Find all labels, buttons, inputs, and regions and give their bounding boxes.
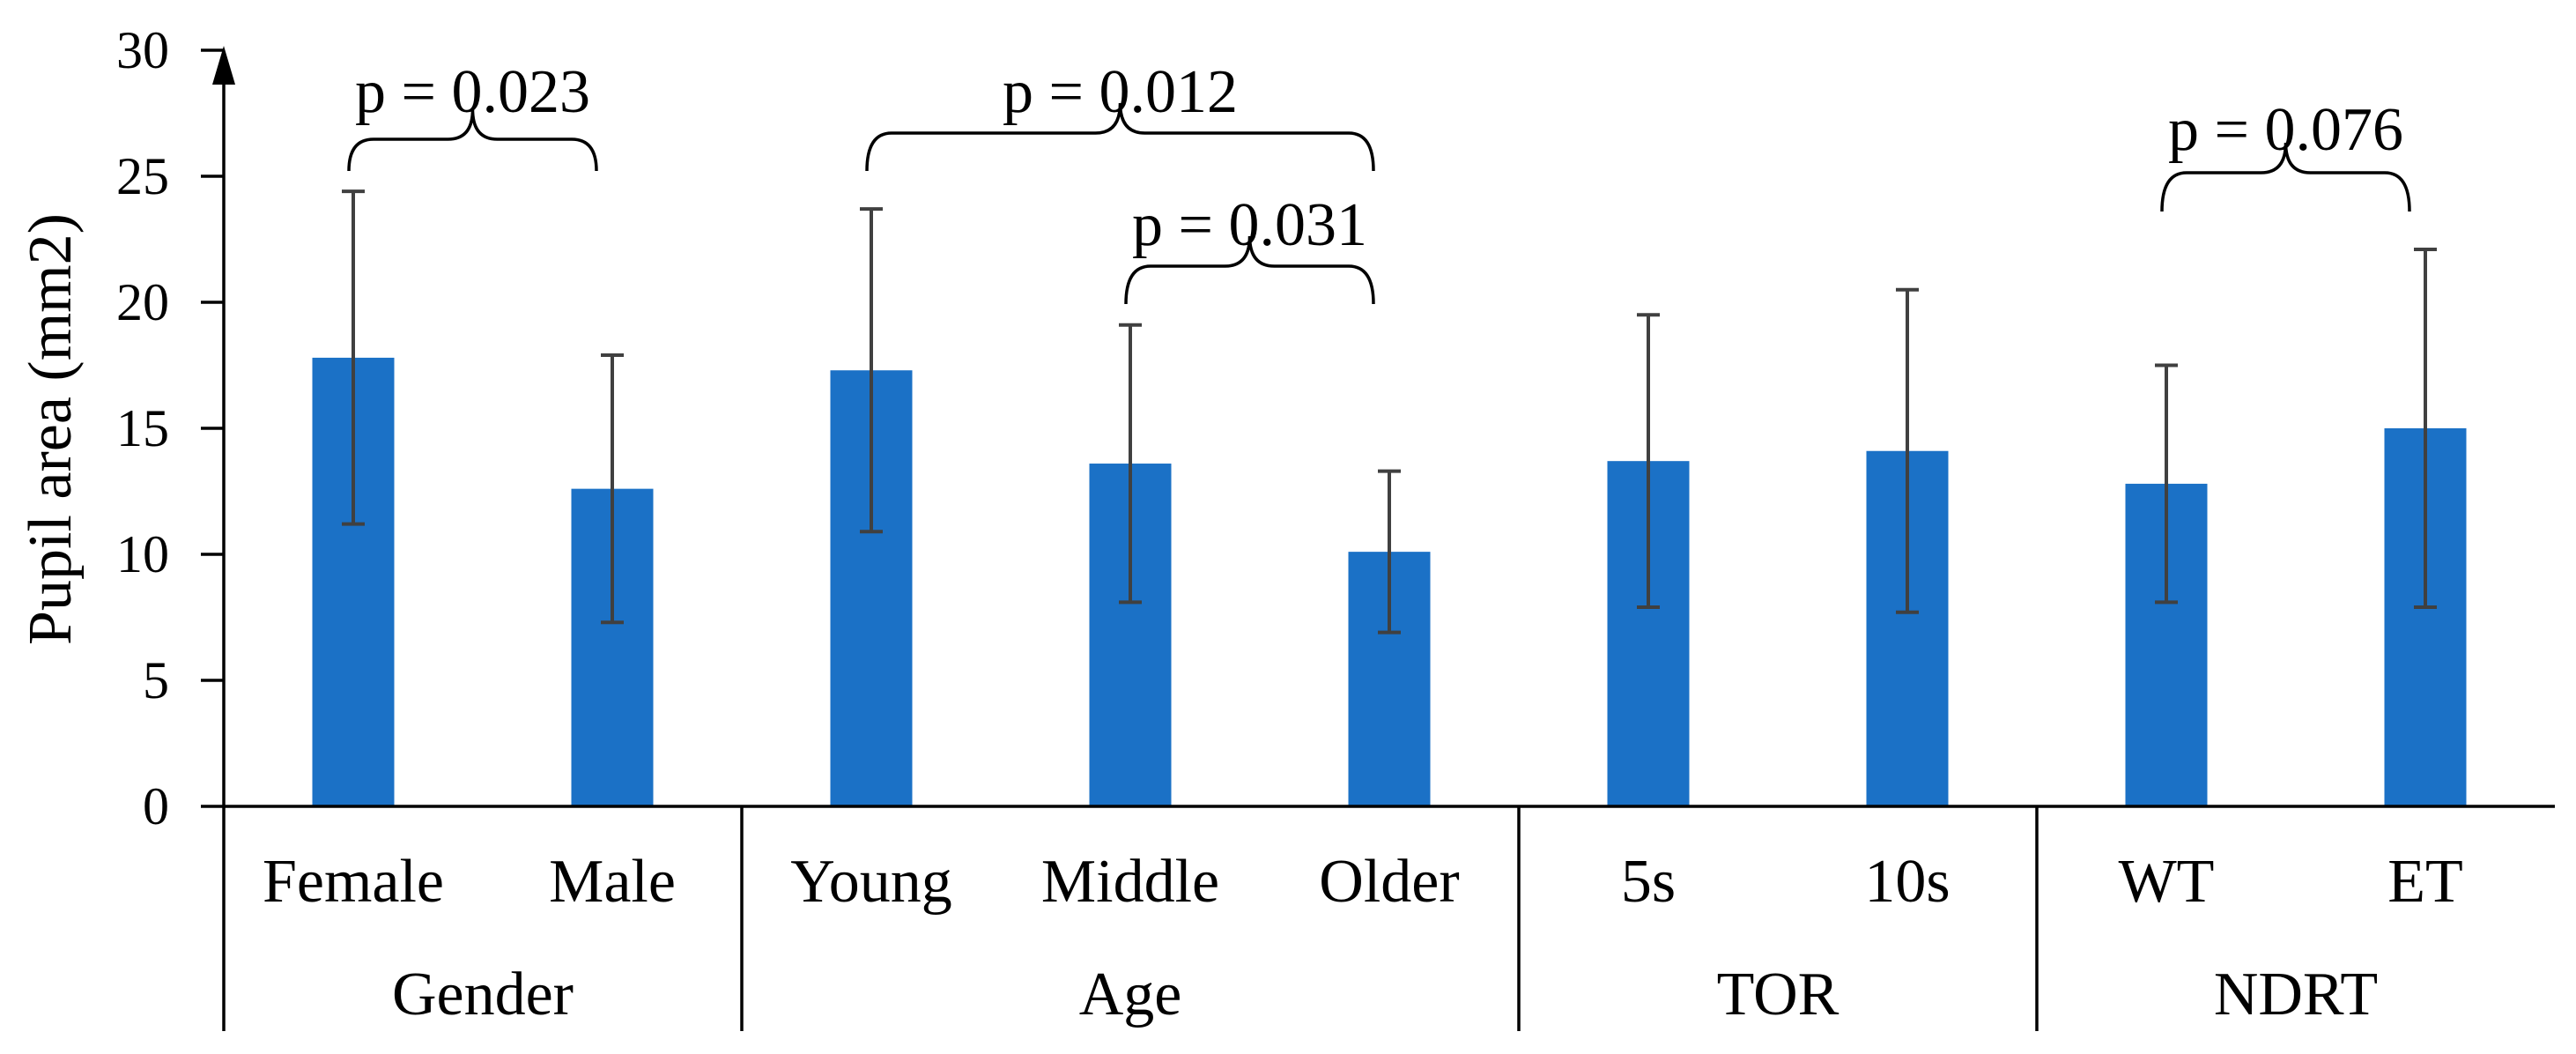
error-bar-male: [601, 353, 624, 625]
y-axis-arrow-icon: [212, 46, 235, 85]
error-bar-et: [2414, 247, 2437, 610]
category-label-wt: WT: [2119, 848, 2215, 916]
error-bars-layer: [342, 189, 2437, 635]
error-bar-wt: [2155, 363, 2178, 605]
group-label-gender: Gender: [392, 961, 574, 1028]
significance-bracket-2: [865, 102, 1375, 172]
group-label-age: Age: [1079, 961, 1182, 1028]
category-label-middle: Middle: [1041, 848, 1219, 916]
y-tick-label-30: 30: [116, 21, 169, 79]
significance-bracket-3: [1124, 235, 1375, 305]
y-tick-label-10: 10: [116, 525, 169, 583]
significance-bracket-1: [347, 108, 598, 172]
y-tick-label-25: 25: [116, 147, 169, 205]
category-label-10s: 10s: [1864, 848, 1950, 916]
category-label-older: Older: [1319, 848, 1459, 916]
y-axis-title: Pupil area (mm2): [17, 213, 85, 645]
category-label-male: Male: [549, 848, 676, 916]
y-tick-label-5: 5: [143, 651, 169, 709]
significance-bracket-4: [2160, 142, 2411, 212]
axes-layer: [201, 46, 2555, 1031]
error-bar-10s: [1896, 287, 1919, 614]
y-tick-label-0: 0: [143, 777, 169, 835]
labels-layer: 0 5 10 15 20 25 30 Female Male Young Middle Older 5s…: [116, 21, 2463, 1028]
error-bar-middle: [1119, 323, 1142, 605]
group-label-tor: TOR: [1717, 961, 1839, 1028]
p-value-label-1: p = 0.023: [355, 58, 590, 126]
error-bar-female: [342, 189, 365, 526]
annotations-layer: p = 0.023 p = 0.012 p = 0.031 p = 0.076: [347, 58, 2411, 305]
p-value-label-4: p = 0.076: [2168, 96, 2403, 164]
error-bar-young: [860, 207, 883, 534]
p-value-label-3: p = 0.031: [1132, 191, 1367, 259]
group-label-ndrt: NDRT: [2214, 961, 2378, 1028]
y-tick-label-15: 15: [116, 399, 169, 457]
error-bar-5s: [1637, 313, 1660, 610]
category-label-female: Female: [263, 848, 444, 916]
p-value-label-2: p = 0.012: [1003, 58, 1238, 126]
y-tick-label-20: 20: [116, 273, 169, 331]
category-label-et: ET: [2387, 848, 2463, 916]
category-label-5s: 5s: [1621, 848, 1676, 916]
error-bar-older: [1378, 469, 1401, 635]
category-label-young: Young: [790, 848, 952, 916]
